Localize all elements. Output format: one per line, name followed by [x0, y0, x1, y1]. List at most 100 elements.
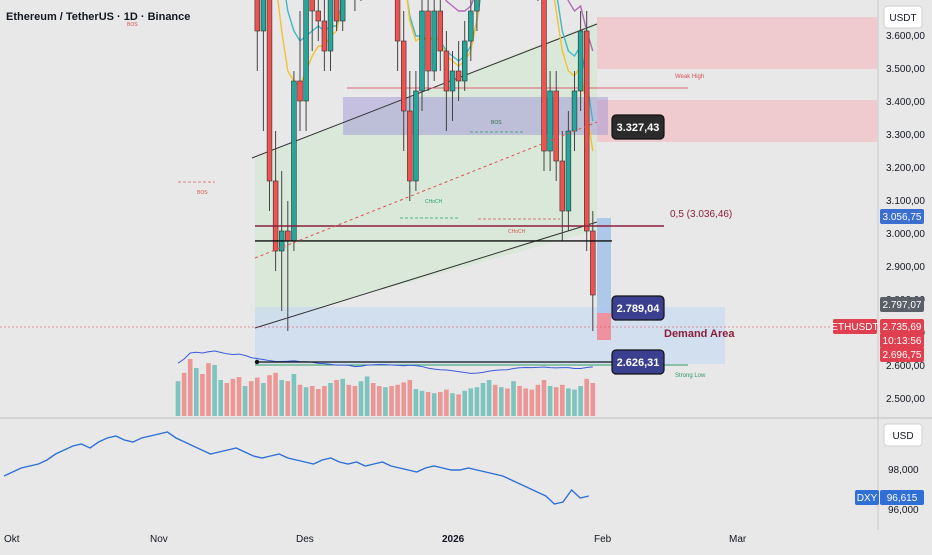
volume-bar	[328, 383, 333, 416]
volume-layer	[175, 350, 596, 416]
candle-body	[541, 0, 547, 152]
volume-bar	[578, 386, 583, 416]
label-low-text: 2.626,31	[617, 357, 660, 369]
volume-bar	[590, 383, 596, 416]
price-tick: 3.400,00	[886, 97, 925, 108]
volume-ma-line	[177, 350, 593, 374]
tag-last-price-bg	[880, 319, 924, 334]
volume-bar	[535, 384, 541, 416]
volume-bar	[413, 389, 419, 416]
volume-bar	[401, 382, 406, 416]
tag-dxy-value-text: 96,615	[887, 493, 918, 504]
tag-low-price-bg	[880, 347, 924, 362]
candle-body	[254, 0, 260, 32]
currency-button	[883, 5, 923, 29]
label-mid-text: 2.789,04	[617, 303, 661, 315]
tag-prev-close-text: 2.797,07	[883, 300, 922, 311]
projection-red	[597, 313, 611, 340]
candle-body	[413, 90, 419, 182]
dxy-currency-button	[883, 423, 923, 447]
label-low-box	[611, 349, 665, 375]
volume-bar	[322, 386, 327, 416]
candle-body	[449, 70, 456, 92]
volume-bar	[194, 368, 199, 416]
mid-channel-line	[254, 121, 598, 259]
volume-bar	[230, 378, 236, 416]
volume-bar	[334, 380, 339, 416]
time-tick: Nov	[150, 534, 168, 545]
candle-body	[559, 160, 566, 212]
fib-label: 0,5 (3.036,46)	[670, 209, 732, 220]
volume-bar	[370, 383, 376, 416]
tag-prev-close-bg	[880, 297, 924, 312]
time-tick: Okt	[4, 534, 20, 545]
price-tick: 2.600,00	[886, 361, 925, 372]
candle-body	[297, 80, 303, 102]
volume-bar	[316, 389, 321, 416]
candle-body	[443, 50, 450, 92]
volume-bar	[492, 384, 498, 416]
volume-bar	[309, 386, 315, 416]
candle-body	[455, 70, 462, 82]
volume-bar	[499, 387, 504, 416]
volume-bar	[364, 376, 370, 416]
candle-body	[565, 130, 572, 212]
volume-bar	[200, 374, 205, 416]
chart-title: Ethereum / TetherUS · 1D · Binance	[6, 11, 191, 23]
price-tick: 3.100,00	[886, 196, 925, 207]
candle-body	[272, 180, 279, 252]
tag-symbol-text: ETHUSDT	[831, 322, 878, 333]
tag-countdown-bg	[880, 333, 924, 348]
volume-bar	[261, 383, 266, 416]
candle-body	[339, 0, 346, 22]
strong-low-label: Strong Low	[675, 373, 706, 379]
tag-dxy-value-bg	[880, 490, 924, 505]
choch-label-2: CHoCH	[508, 229, 526, 235]
price-tick: 3.600,00	[886, 31, 925, 42]
volume-bar	[462, 390, 467, 416]
volume-bar	[255, 377, 260, 416]
tags-layer: 3.056,75 2.797,07 ETHUSDT 2.735,69 10:13:56 2…	[0, 209, 924, 505]
volume-bar	[358, 381, 364, 416]
volume-bar	[505, 388, 510, 416]
tag-dxy-symbol-text: DXY	[857, 493, 878, 504]
tag-symbol-bg	[833, 319, 877, 334]
volume-bar	[285, 381, 291, 416]
volume-bar	[340, 378, 345, 416]
volume-bar	[486, 380, 492, 416]
volume-bar	[419, 390, 425, 416]
volume-bar	[297, 384, 303, 416]
channel-fill	[255, 22, 597, 325]
volume-bar	[206, 363, 211, 416]
volume-bar	[346, 384, 352, 416]
demand-area-label: Demand Area	[664, 328, 735, 340]
volume-bar	[303, 387, 309, 416]
volume-bar	[395, 384, 400, 416]
price-tick: 2.500,00	[886, 394, 925, 405]
dxy-currency-label: USD	[892, 431, 913, 442]
time-tick: Feb	[594, 534, 612, 545]
volume-bar	[444, 389, 449, 416]
candle-body	[407, 110, 413, 182]
candle-body	[461, 40, 468, 82]
candle-body	[571, 90, 578, 132]
tag-low-price-text: 2.696,75	[883, 350, 922, 361]
volume-bar	[431, 393, 437, 416]
tag-last-price-text: 2.735,69	[883, 322, 922, 333]
tag-dxy-symbol-bg	[855, 490, 879, 505]
volume-bar	[523, 388, 528, 416]
volume-bar	[541, 380, 547, 416]
price-tick: 3.300,00	[886, 130, 925, 141]
candle-body	[437, 10, 443, 52]
dxy-tick: 96,000	[888, 505, 919, 516]
candle-body	[333, 0, 340, 22]
price-tick: 2.900,00	[886, 262, 925, 273]
volume-bar	[407, 380, 413, 416]
candle-body	[303, 0, 309, 102]
volume-bar	[425, 392, 431, 416]
price-tick: 3.000,00	[886, 229, 925, 240]
volume-bar	[560, 384, 565, 416]
volume-bar	[175, 381, 181, 416]
